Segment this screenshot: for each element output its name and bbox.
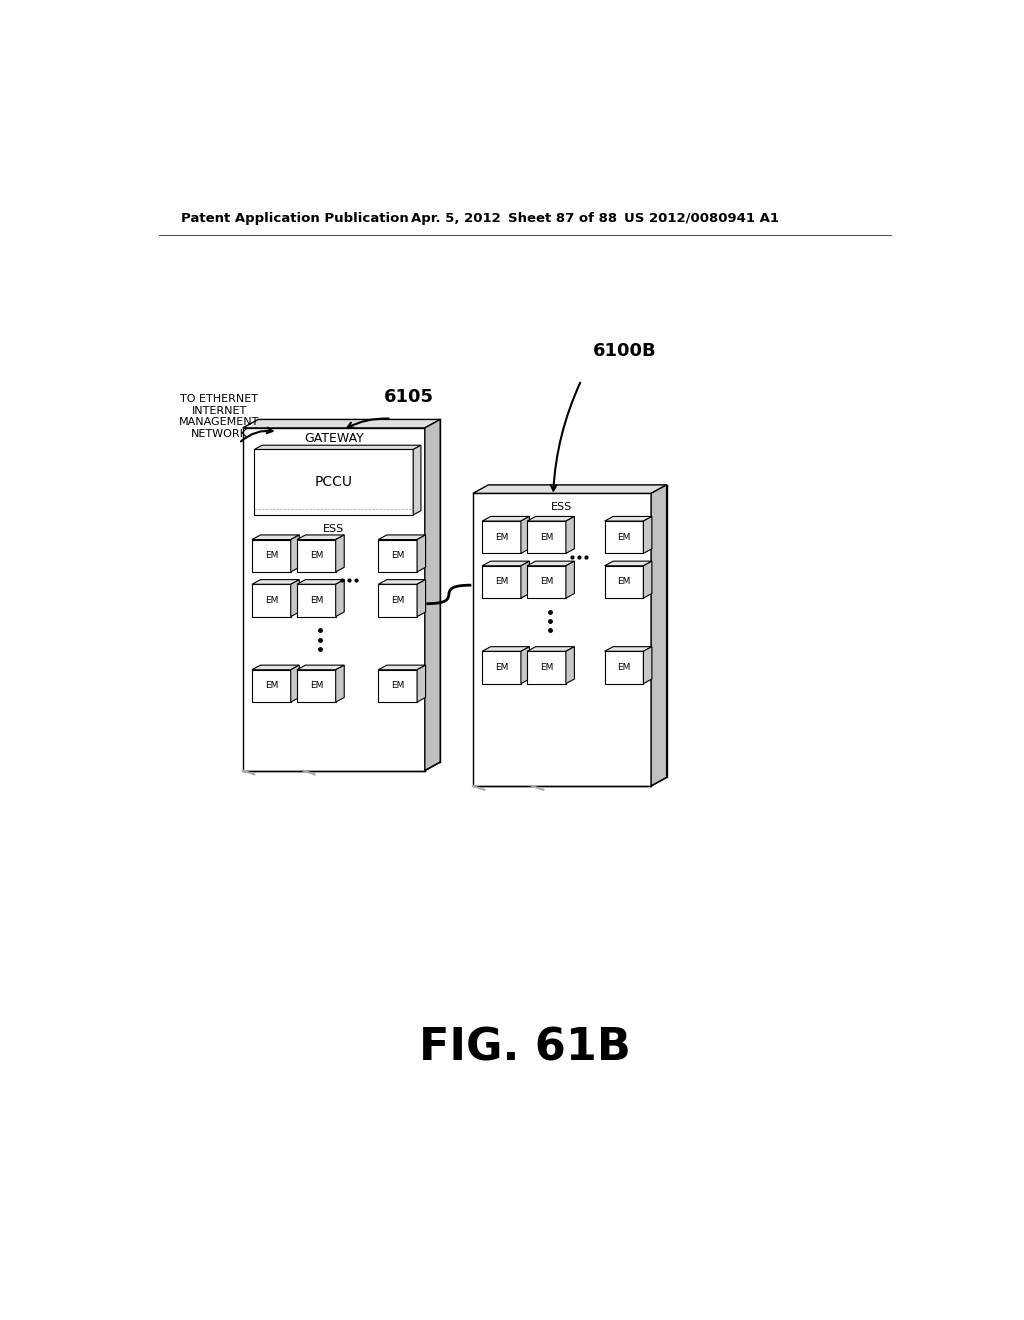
- Polygon shape: [482, 566, 521, 598]
- Polygon shape: [378, 585, 417, 616]
- Text: EM: EM: [617, 663, 631, 672]
- Polygon shape: [291, 535, 299, 572]
- Text: EM: EM: [495, 577, 508, 586]
- Text: FIG. 61B: FIG. 61B: [419, 1026, 631, 1069]
- Text: US 2012/0080941 A1: US 2012/0080941 A1: [624, 213, 779, 224]
- Polygon shape: [566, 647, 574, 684]
- Text: EM: EM: [617, 533, 631, 541]
- Polygon shape: [425, 420, 440, 771]
- Polygon shape: [417, 665, 426, 702]
- Polygon shape: [336, 579, 344, 616]
- Polygon shape: [643, 647, 652, 684]
- Polygon shape: [527, 651, 566, 684]
- Polygon shape: [297, 665, 344, 669]
- Polygon shape: [414, 445, 421, 515]
- Polygon shape: [521, 516, 529, 553]
- Polygon shape: [254, 445, 421, 449]
- Text: Sheet 87 of 88: Sheet 87 of 88: [508, 213, 616, 224]
- Polygon shape: [566, 516, 574, 553]
- Polygon shape: [243, 428, 425, 771]
- Polygon shape: [527, 561, 574, 566]
- Polygon shape: [527, 566, 566, 598]
- Text: EM: EM: [309, 552, 323, 560]
- Polygon shape: [291, 665, 299, 702]
- Polygon shape: [482, 521, 521, 553]
- Polygon shape: [378, 669, 417, 702]
- Polygon shape: [566, 561, 574, 598]
- Polygon shape: [482, 651, 521, 684]
- Text: EM: EM: [391, 595, 404, 605]
- Text: EM: EM: [264, 552, 279, 560]
- Text: Patent Application Publication: Patent Application Publication: [180, 213, 409, 224]
- Polygon shape: [254, 449, 414, 515]
- Polygon shape: [252, 669, 291, 702]
- Polygon shape: [482, 647, 529, 651]
- Text: EM: EM: [264, 681, 279, 690]
- Polygon shape: [252, 535, 299, 540]
- Polygon shape: [521, 647, 529, 684]
- Text: EM: EM: [309, 595, 323, 605]
- Polygon shape: [252, 540, 291, 572]
- Polygon shape: [297, 669, 336, 702]
- Text: EM: EM: [391, 552, 404, 560]
- Text: ESS: ESS: [324, 524, 344, 533]
- Text: GATEWAY: GATEWAY: [304, 432, 364, 445]
- Polygon shape: [527, 647, 574, 651]
- Text: EM: EM: [495, 663, 508, 672]
- Polygon shape: [378, 579, 426, 585]
- Polygon shape: [643, 561, 652, 598]
- Polygon shape: [604, 566, 643, 598]
- Polygon shape: [473, 484, 667, 494]
- Polygon shape: [482, 516, 529, 521]
- Polygon shape: [378, 665, 426, 669]
- Polygon shape: [252, 579, 299, 585]
- Polygon shape: [417, 579, 426, 616]
- Text: EM: EM: [540, 533, 553, 541]
- Text: EM: EM: [309, 681, 323, 690]
- Text: Apr. 5, 2012: Apr. 5, 2012: [411, 213, 501, 224]
- Text: EM: EM: [617, 577, 631, 586]
- Polygon shape: [336, 665, 344, 702]
- Polygon shape: [604, 516, 652, 521]
- Polygon shape: [291, 579, 299, 616]
- Polygon shape: [336, 535, 344, 572]
- Polygon shape: [604, 647, 652, 651]
- Polygon shape: [604, 521, 643, 553]
- Text: EM: EM: [391, 681, 404, 690]
- Polygon shape: [604, 651, 643, 684]
- Polygon shape: [417, 535, 426, 572]
- Text: EM: EM: [540, 577, 553, 586]
- Polygon shape: [297, 585, 336, 616]
- Polygon shape: [527, 516, 574, 521]
- Polygon shape: [297, 535, 344, 540]
- Polygon shape: [651, 484, 667, 785]
- Text: EM: EM: [540, 663, 553, 672]
- Polygon shape: [527, 521, 566, 553]
- Polygon shape: [243, 420, 440, 428]
- Text: EM: EM: [264, 595, 279, 605]
- Text: ESS: ESS: [551, 502, 572, 512]
- Polygon shape: [252, 585, 291, 616]
- Text: TO ETHERNET
INTERNET
MANAGEMENT
NETWORK: TO ETHERNET INTERNET MANAGEMENT NETWORK: [179, 393, 260, 438]
- Text: 6105: 6105: [384, 388, 434, 407]
- Polygon shape: [604, 561, 652, 566]
- Text: EM: EM: [495, 533, 508, 541]
- Polygon shape: [643, 516, 652, 553]
- Text: PCCU: PCCU: [314, 475, 352, 490]
- Polygon shape: [521, 561, 529, 598]
- Polygon shape: [473, 494, 651, 785]
- Polygon shape: [297, 579, 344, 585]
- Polygon shape: [378, 535, 426, 540]
- Polygon shape: [297, 540, 336, 572]
- Text: 6100B: 6100B: [593, 342, 656, 360]
- Polygon shape: [482, 561, 529, 566]
- Polygon shape: [378, 540, 417, 572]
- Polygon shape: [252, 665, 299, 669]
